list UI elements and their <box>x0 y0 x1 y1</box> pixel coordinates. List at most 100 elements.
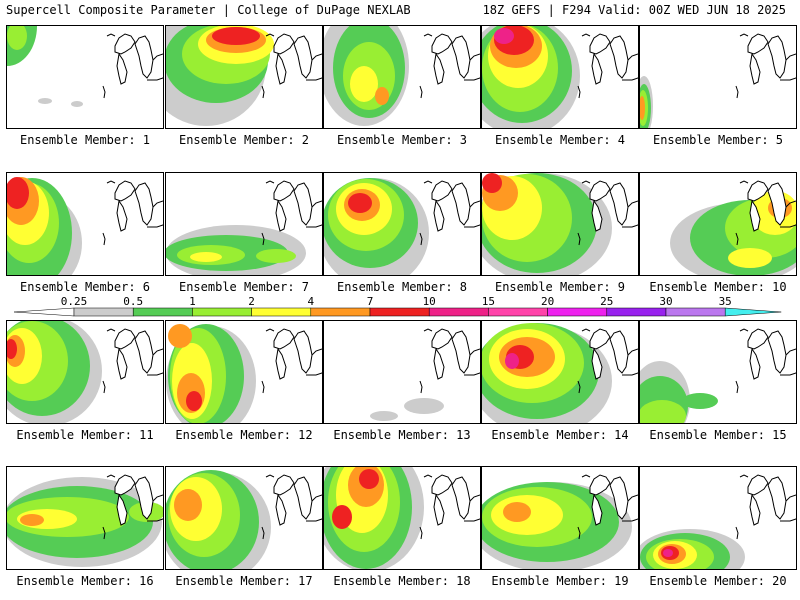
coastline <box>306 518 322 522</box>
map-title: Supercell Composite Parameter | College … <box>6 3 411 17</box>
coastline <box>577 526 581 540</box>
ensemble-member-map <box>323 25 481 129</box>
scp-shaded-area <box>663 549 673 557</box>
run-info: 18Z GEFS | F294 Valid: 00Z WED JUN 18 20… <box>482 3 786 17</box>
colorbar-tick-label: 15 <box>481 295 496 308</box>
ensemble-member-label: Ensemble Member: 12 <box>175 428 313 442</box>
coastline <box>747 33 769 55</box>
scp-shaded-area <box>212 27 260 45</box>
colorbar-tick-label: 2 <box>248 295 255 308</box>
scp-shaded-area <box>7 26 27 50</box>
coastline <box>739 328 749 332</box>
scp-contour-map <box>482 26 638 128</box>
coastline <box>275 199 287 232</box>
coastline <box>293 476 313 520</box>
ensemble-member-map <box>6 172 164 276</box>
scp-contour-map <box>7 321 163 423</box>
coastline <box>116 52 128 85</box>
ensemble-member-map <box>481 466 639 570</box>
scp-shaded-area <box>190 252 222 262</box>
colorbar-segment <box>251 307 312 317</box>
coastline <box>114 33 136 55</box>
coastline <box>114 474 136 496</box>
coastline <box>464 372 480 376</box>
scp-shaded-area <box>375 87 389 105</box>
coastline <box>451 182 471 226</box>
coastline <box>591 347 603 380</box>
coastline <box>265 33 275 37</box>
coastline <box>622 372 638 376</box>
coastline <box>134 182 154 226</box>
coastline <box>622 518 638 522</box>
colorbar-tick-label: 10 <box>422 295 436 308</box>
scp-shaded-area <box>640 400 686 423</box>
ensemble-member-label: Ensemble Member: 20 <box>649 574 787 588</box>
coastline <box>265 328 275 332</box>
coastline <box>311 494 322 502</box>
scp-contour-map <box>370 328 480 421</box>
coastline <box>311 348 322 356</box>
color-scale-bar <box>13 307 782 317</box>
coastline <box>735 526 739 540</box>
coastline <box>273 33 295 55</box>
coastline <box>431 328 453 350</box>
coastline <box>749 493 761 526</box>
ensemble-member-label: Ensemble Member: 13 <box>333 428 471 442</box>
ensemble-member-map <box>481 320 639 424</box>
colorbar-tick-label: 0.5 <box>123 295 144 308</box>
coastline <box>293 35 313 79</box>
coastline <box>785 53 796 61</box>
colorbar-tick-label: 1 <box>189 295 196 308</box>
scp-contour-map <box>640 474 796 569</box>
coastline <box>749 52 761 85</box>
ensemble-member-label: Ensemble Member: 16 <box>16 574 154 588</box>
ensemble-member-label: Ensemble Member: 15 <box>649 428 787 442</box>
coastline <box>423 474 433 478</box>
coastline <box>747 474 769 496</box>
coastline <box>451 330 471 374</box>
coastline <box>419 380 423 394</box>
scp-contour-map <box>166 470 322 569</box>
coastline <box>589 328 611 350</box>
coastline <box>273 180 295 202</box>
ensemble-member-label: Ensemble Member: 17 <box>175 574 313 588</box>
coastline <box>106 328 116 332</box>
ensemble-member-label: Ensemble Member: 2 <box>178 133 310 147</box>
coastline <box>116 347 128 380</box>
scp-shaded-area <box>482 173 502 193</box>
colorbar-tick-label: 20 <box>540 295 555 308</box>
coastline <box>469 53 480 61</box>
coastline <box>273 328 295 350</box>
coastline <box>431 33 453 55</box>
scp-shaded-area <box>174 489 202 521</box>
coastline <box>609 330 629 374</box>
coastline <box>780 77 796 81</box>
ensemble-member-map <box>481 172 639 276</box>
ensemble-member-map <box>323 320 481 424</box>
colorbar-left-arrow <box>13 307 75 317</box>
ensemble-member-label: Ensemble Member: 14 <box>491 428 629 442</box>
coastline <box>423 328 433 332</box>
coastline <box>780 372 796 376</box>
coastline <box>735 380 739 394</box>
scp-contour-map <box>670 180 796 275</box>
colorbar-right-arrow <box>724 307 782 317</box>
coastline <box>147 372 163 376</box>
coastline <box>577 380 581 394</box>
scp-contour-map <box>7 474 163 567</box>
scp-shaded-area <box>370 411 398 421</box>
ensemble-member-label: Ensemble Member: 8 <box>336 280 468 294</box>
coastline <box>464 77 480 81</box>
coastline <box>581 328 591 332</box>
coastline <box>261 380 265 394</box>
coastline <box>581 474 591 478</box>
scp-contour-map <box>640 328 796 423</box>
scp-contour-map <box>324 467 480 569</box>
coastline <box>464 518 480 522</box>
coastline <box>273 474 295 496</box>
ensemble-member-label: Ensemble Member: 10 <box>649 280 787 294</box>
coastline <box>609 182 629 226</box>
coastline <box>116 199 128 232</box>
coastline <box>735 232 739 246</box>
scp-shaded-area <box>20 514 44 526</box>
